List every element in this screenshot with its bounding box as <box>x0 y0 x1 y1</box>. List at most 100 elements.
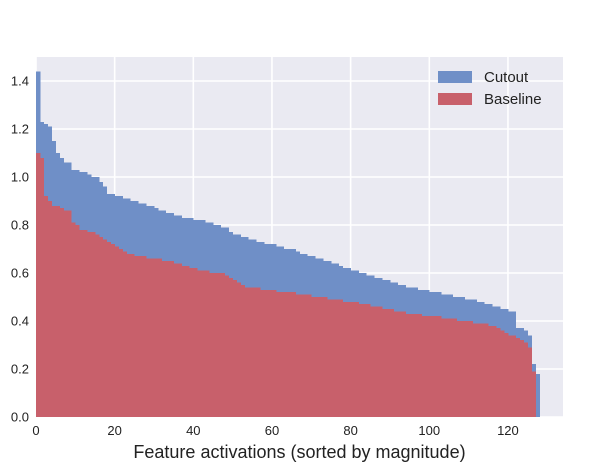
bar-baseline-3 <box>47 201 53 417</box>
bar-baseline-9 <box>71 222 76 417</box>
bar-baseline-63 <box>283 292 289 417</box>
bar-baseline-64 <box>287 292 292 417</box>
x-tick-label: 40 <box>186 423 200 438</box>
bar-baseline-43 <box>205 270 210 417</box>
bar-baseline-66 <box>295 294 300 417</box>
bar-baseline-70 <box>311 297 316 417</box>
bar-baseline-21 <box>118 249 123 417</box>
bar-baseline-126 <box>531 371 536 417</box>
x-tick-label: 80 <box>343 423 357 438</box>
bar-baseline-2 <box>43 196 49 417</box>
legend-label-cutout: Cutout <box>484 69 529 86</box>
bar-baseline-52 <box>240 285 245 417</box>
bar-baseline-27 <box>142 256 147 417</box>
bar-baseline-71 <box>315 297 320 417</box>
bar-baseline-11 <box>79 229 84 417</box>
bar-baseline-98 <box>421 316 426 417</box>
bar-baseline-73 <box>323 297 328 417</box>
y-tick-label: 0.8 <box>11 218 29 233</box>
legend-swatch-baseline <box>438 93 472 105</box>
bar-baseline-35 <box>173 263 178 417</box>
bar-baseline-109 <box>464 321 469 417</box>
bar-baseline-102 <box>437 316 442 417</box>
bar-baseline-45 <box>212 273 218 417</box>
legend: Cutout Baseline <box>438 69 542 108</box>
bar-baseline-72 <box>319 297 324 417</box>
x-axis-ticks: 0 20 40 60 80 100 120 <box>32 423 518 438</box>
bar-baseline-90 <box>389 309 395 417</box>
bar-baseline-56 <box>256 287 261 417</box>
x-tick-label: 60 <box>265 423 279 438</box>
bar-baseline-15 <box>94 234 100 417</box>
x-tick-label: 120 <box>497 423 519 438</box>
bar-baseline-117 <box>496 328 501 417</box>
bar-baseline-34 <box>169 261 174 417</box>
bar-baseline-57 <box>260 289 265 417</box>
x-axis-label: Feature activations (sorted by magnitude… <box>133 442 465 462</box>
bar-baseline-28 <box>146 258 151 417</box>
bar-baseline-17 <box>102 239 108 417</box>
bar-baseline-4 <box>51 205 57 417</box>
bar-baseline-49 <box>228 277 233 417</box>
bar-baseline-74 <box>327 299 332 417</box>
baseline-series <box>36 153 536 418</box>
bar-baseline-42 <box>201 270 206 417</box>
bar-baseline-83 <box>362 304 367 417</box>
legend-label-baseline: Baseline <box>484 91 542 108</box>
bar-baseline-82 <box>358 304 363 417</box>
bar-baseline-14 <box>91 232 96 417</box>
bar-baseline-86 <box>374 306 379 417</box>
bar-baseline-62 <box>279 292 285 417</box>
bar-baseline-103 <box>441 318 446 417</box>
bar-baseline-31 <box>157 258 163 417</box>
bar-baseline-94 <box>405 313 410 417</box>
bar-baseline-122 <box>515 337 521 417</box>
bar-baseline-50 <box>232 280 237 417</box>
y-tick-label: 0.6 <box>11 266 29 281</box>
bar-baseline-121 <box>511 335 517 417</box>
bar-baseline-118 <box>500 330 505 417</box>
bar-baseline-23 <box>126 253 131 417</box>
bar-baseline-44 <box>209 273 214 417</box>
y-tick-label: 1.0 <box>11 170 29 185</box>
bar-baseline-87 <box>378 306 383 417</box>
bar-baseline-84 <box>366 304 371 417</box>
bar-baseline-47 <box>220 273 226 417</box>
bar-baseline-91 <box>393 311 399 417</box>
bar-baseline-32 <box>161 261 167 417</box>
bar-baseline-110 <box>468 321 473 417</box>
bar-baseline-106 <box>452 318 458 417</box>
bar-cutout-127 <box>535 373 540 417</box>
bar-baseline-60 <box>271 289 277 417</box>
bar-baseline-59 <box>268 289 273 417</box>
bar-baseline-18 <box>106 241 112 417</box>
bar-baseline-113 <box>480 323 485 417</box>
bar-baseline-5 <box>55 205 60 417</box>
bar-baseline-30 <box>153 258 159 417</box>
bar-baseline-0 <box>36 153 41 417</box>
bar-baseline-41 <box>197 270 202 417</box>
bar-baseline-37 <box>181 265 186 417</box>
bar-baseline-75 <box>330 299 336 417</box>
bar-baseline-78 <box>342 301 348 417</box>
bar-baseline-114 <box>484 323 489 417</box>
bar-baseline-7 <box>63 210 68 417</box>
x-tick-label: 100 <box>418 423 440 438</box>
bar-baseline-20 <box>114 246 119 417</box>
bar-baseline-6 <box>59 208 64 417</box>
bar-baseline-89 <box>386 309 391 417</box>
bar-baseline-16 <box>98 237 104 417</box>
bar-baseline-55 <box>252 287 257 417</box>
bar-baseline-123 <box>519 340 525 417</box>
bar-baseline-12 <box>83 229 88 417</box>
bar-baseline-80 <box>350 301 355 417</box>
bar-baseline-115 <box>488 325 493 417</box>
bar-baseline-101 <box>433 316 438 417</box>
bar-baseline-10 <box>75 225 80 417</box>
bar-baseline-100 <box>429 316 434 417</box>
bar-baseline-96 <box>413 313 418 417</box>
bar-baseline-54 <box>248 287 253 417</box>
bar-baseline-116 <box>492 325 497 417</box>
bar-baseline-119 <box>504 333 509 417</box>
